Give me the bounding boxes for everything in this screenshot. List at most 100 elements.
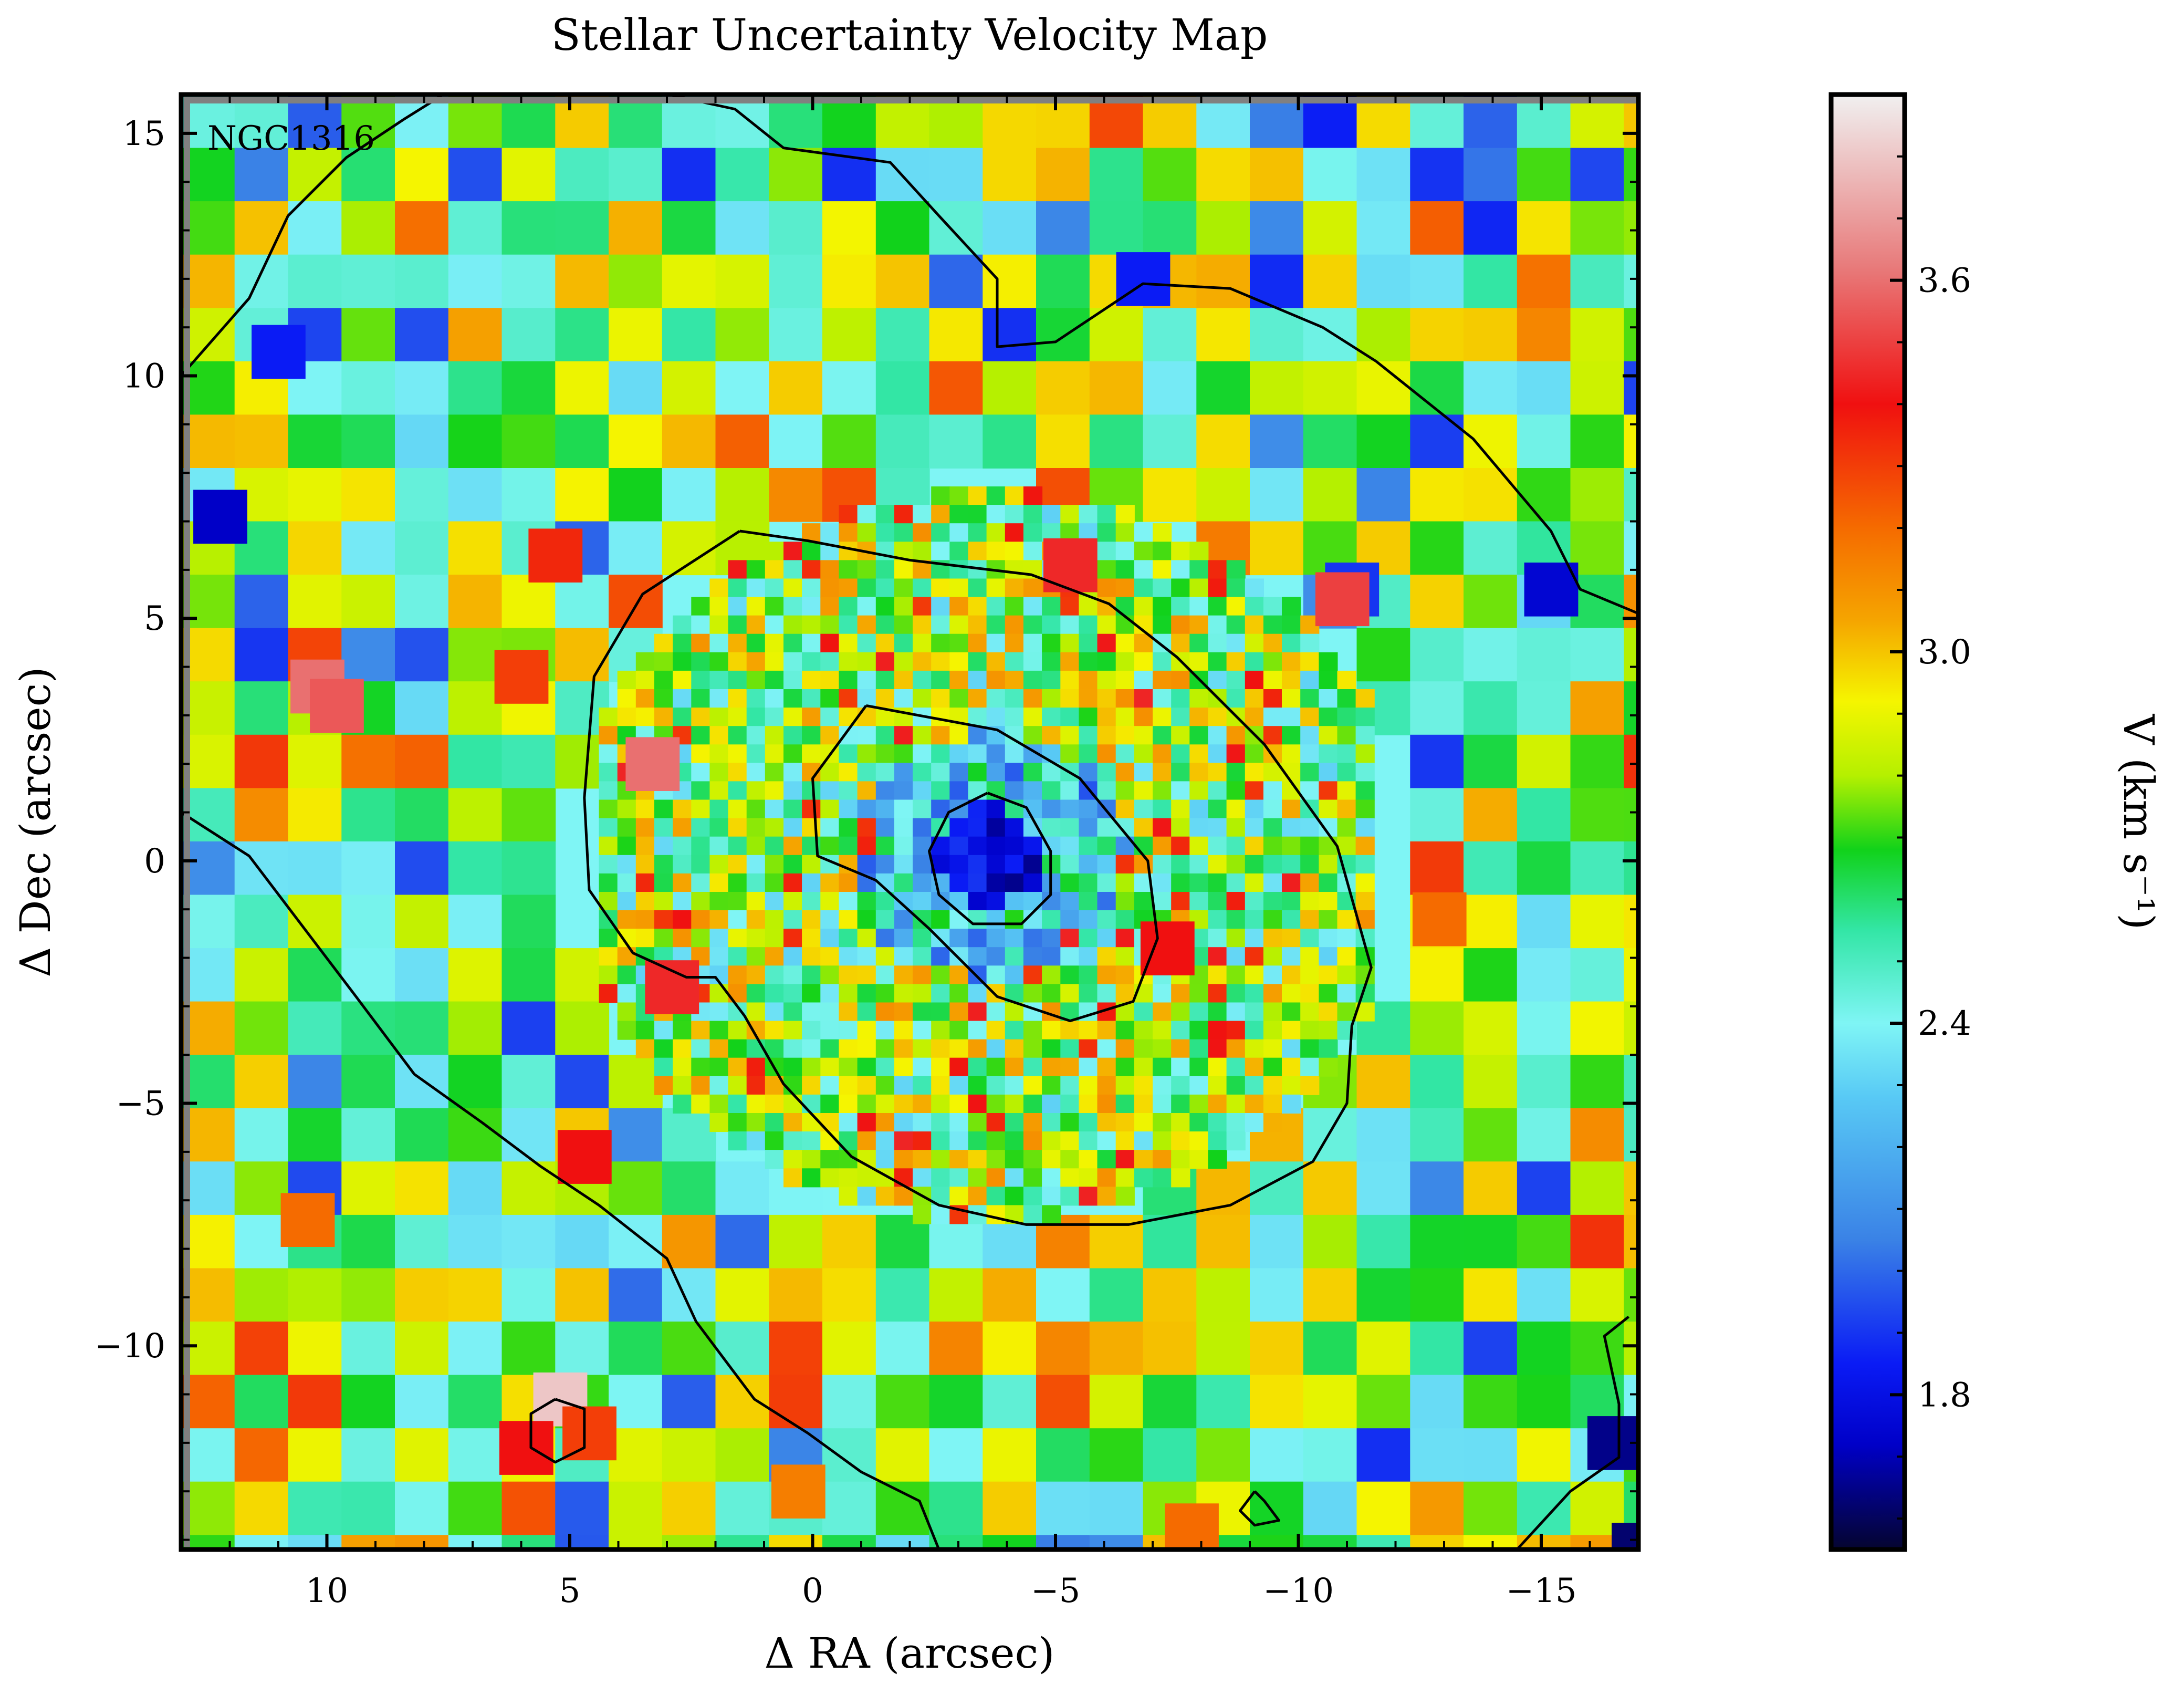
velocity-bin <box>1319 965 1338 985</box>
velocity-bin <box>1282 726 1301 745</box>
velocity-bin <box>1079 910 1098 930</box>
velocity-bin <box>968 1039 987 1058</box>
velocity-bin <box>673 1021 692 1040</box>
velocity-bin <box>931 1076 950 1095</box>
velocity-bin <box>715 1268 770 1323</box>
velocity-bin <box>931 1094 950 1114</box>
velocity-bin <box>783 708 803 727</box>
velocity-bin <box>1171 1131 1190 1151</box>
velocity-bin <box>1624 1322 1638 1376</box>
velocity-bin <box>673 708 692 727</box>
velocity-bin <box>822 361 876 415</box>
velocity-bin <box>395 148 449 202</box>
velocity-bin <box>1245 615 1264 635</box>
velocity-bin <box>709 836 729 856</box>
velocity-bin <box>857 799 876 819</box>
velocity-bin <box>820 652 840 671</box>
velocity-bin <box>728 689 747 709</box>
velocity-bin <box>691 1039 710 1058</box>
velocity-bin <box>894 910 913 930</box>
velocity-bin <box>1245 855 1264 874</box>
velocity-bin <box>913 1021 932 1040</box>
velocity-bin <box>765 836 784 856</box>
velocity-bin <box>341 148 396 202</box>
velocity-bin <box>654 892 674 911</box>
velocity-bin <box>746 615 766 635</box>
velocity-bin <box>555 1214 610 1269</box>
velocity-bin <box>395 361 449 415</box>
velocity-bin <box>1189 873 1209 892</box>
velocity-bin <box>968 892 987 911</box>
velocity-bin <box>709 873 729 892</box>
velocity-bin <box>1263 929 1282 948</box>
velocity-bin <box>1337 689 1356 709</box>
velocity-bin <box>1226 689 1246 709</box>
velocity-bin <box>1115 781 1135 800</box>
velocity-bin <box>913 1002 932 1022</box>
velocity-bin <box>986 505 1006 524</box>
velocity-bin <box>1036 1535 1090 1550</box>
velocity-bin <box>839 597 858 616</box>
velocity-bin <box>968 670 987 690</box>
velocity-bin <box>181 948 235 1002</box>
contour-line <box>529 1398 586 1464</box>
velocity-bin <box>1060 1076 1080 1095</box>
velocity-bin <box>802 597 821 616</box>
velocity-bin <box>857 578 876 598</box>
velocity-bin <box>875 818 895 837</box>
velocity-bin <box>1089 1375 1144 1429</box>
velocity-bin <box>1060 615 1080 635</box>
velocity-bin <box>913 965 932 985</box>
velocity-bin <box>1226 597 1246 616</box>
velocity-bin <box>1263 965 1282 985</box>
velocity-bin <box>1263 836 1282 856</box>
velocity-bin <box>1282 1021 1301 1040</box>
velocity-bin <box>1189 726 1209 745</box>
velocity-bin <box>234 1055 289 1109</box>
velocity-bin <box>691 1076 710 1095</box>
velocity-bin <box>857 855 876 874</box>
velocity-bin <box>1079 670 1098 690</box>
velocity-bin <box>1624 1214 1638 1269</box>
velocity-bin <box>501 1214 556 1269</box>
velocity-bin <box>709 818 729 837</box>
velocity-bin <box>1208 670 1227 690</box>
velocity-bin <box>857 615 876 635</box>
velocity-bin <box>1464 841 1518 896</box>
contour-line <box>181 95 444 377</box>
velocity-bin <box>820 818 840 837</box>
velocity-bin <box>986 947 1006 966</box>
velocity-bin <box>555 468 610 522</box>
velocity-bin <box>968 763 987 782</box>
velocity-bin <box>1410 201 1465 255</box>
velocity-bin <box>820 670 840 690</box>
velocity-bin <box>234 1214 289 1269</box>
velocity-bin <box>1245 892 1264 911</box>
velocity-bin <box>1079 1187 1098 1206</box>
velocity-bin <box>820 947 840 966</box>
velocity-bin <box>875 929 895 948</box>
velocity-bin <box>1042 910 1061 930</box>
velocity-bin <box>1208 597 1227 616</box>
velocity-bin <box>1570 841 1625 896</box>
velocity-bin <box>1282 1057 1301 1077</box>
velocity-bin <box>839 505 858 524</box>
velocity-bin <box>448 308 503 362</box>
velocity-bin <box>1570 148 1625 202</box>
velocity-bin <box>662 148 716 202</box>
velocity-bin <box>501 734 556 789</box>
velocity-bin <box>1189 1039 1209 1058</box>
velocity-bin <box>1134 670 1153 690</box>
velocity-bin <box>662 1375 716 1429</box>
velocity-bin <box>857 1057 876 1077</box>
velocity-bin <box>1153 670 1172 690</box>
velocity-bin <box>1005 836 1024 856</box>
velocity-bin <box>913 947 932 966</box>
velocity-bin <box>1036 148 1090 202</box>
velocity-bin <box>1036 414 1090 469</box>
velocity-bin <box>1036 201 1090 255</box>
velocity-bin <box>894 633 913 653</box>
velocity-bin <box>234 1375 289 1429</box>
velocity-bin <box>1517 1322 1571 1376</box>
velocity-bin <box>894 1039 913 1058</box>
